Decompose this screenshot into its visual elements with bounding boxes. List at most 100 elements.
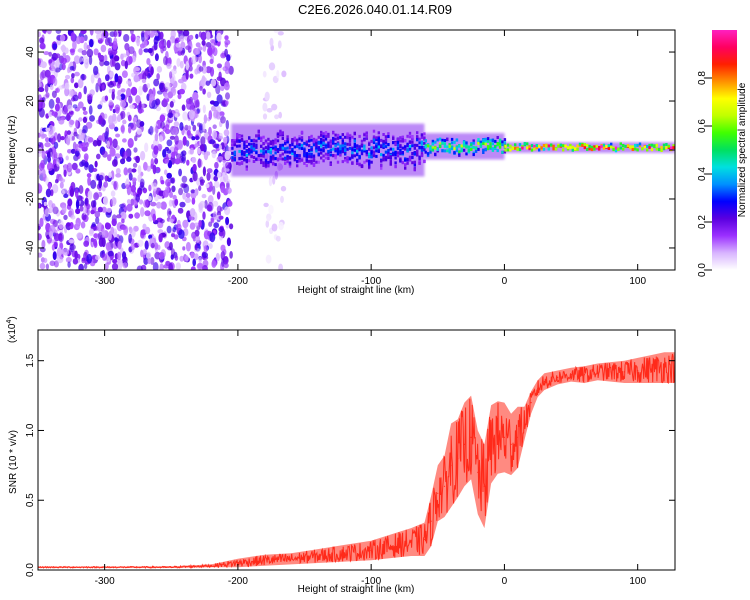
heatmap-cell <box>44 142 51 148</box>
snr-scale-prefix: (x10 <box>7 323 18 343</box>
heatmap-cell <box>185 60 190 71</box>
heatmap-cell <box>348 139 352 143</box>
heatmap-cell <box>107 65 111 74</box>
heatmap-cell <box>152 262 159 270</box>
heatmap-cell <box>43 257 48 264</box>
heatmap-cell <box>365 153 368 157</box>
heatmap-cell <box>198 46 203 51</box>
heatmap-cell <box>102 196 109 206</box>
heatmap-cell <box>69 61 74 68</box>
heatmap-cell <box>40 101 46 109</box>
heatmap-cell <box>274 157 277 161</box>
heatmap-cell <box>262 151 265 155</box>
heatmap-cell <box>226 187 232 194</box>
heatmap-cell <box>293 156 296 160</box>
heatmap-cell <box>213 109 219 119</box>
heatmap-cell <box>79 205 84 212</box>
heatmap-cell <box>474 149 478 153</box>
heatmap-cell <box>52 43 58 50</box>
heatmap-cell <box>46 151 51 159</box>
heatmap-cell <box>257 154 260 157</box>
heatmap-cell <box>420 154 424 158</box>
heatmap-cell <box>102 150 108 158</box>
heatmap-cell <box>413 163 416 167</box>
heatmap-cell <box>484 142 487 146</box>
heatmap-cell <box>126 203 133 212</box>
heatmap-cell <box>174 113 179 118</box>
heatmap-cell <box>356 144 359 148</box>
heatmap-cell <box>484 137 487 141</box>
heatmap-cell <box>504 148 507 152</box>
heatmap-cell <box>344 145 347 149</box>
heatmap-cell <box>240 150 244 154</box>
heatmap-cell <box>220 250 225 261</box>
heatmap-cell <box>327 132 330 136</box>
snr-data-point <box>663 367 665 369</box>
heatmap-cell <box>255 157 258 161</box>
heatmap-cell <box>171 151 176 158</box>
heatmap-cell <box>458 150 461 154</box>
heatmap-cell <box>298 154 301 158</box>
heatmap-cell <box>646 148 649 152</box>
heatmap-cell <box>482 151 485 154</box>
heatmap-cell <box>356 153 359 157</box>
heatmap-cell <box>610 142 613 146</box>
heatmap-cell <box>453 151 456 155</box>
heatmap-cell <box>334 149 337 153</box>
heatmap-cell <box>150 158 154 168</box>
heatmap-cell <box>152 182 158 192</box>
heatmap-cell <box>384 158 388 162</box>
heatmap-cell <box>93 48 99 56</box>
heatmap-cell <box>310 146 313 149</box>
heatmap-cell <box>61 204 67 214</box>
heatmap-cell <box>112 138 118 149</box>
heatmap-cell <box>384 141 388 145</box>
heatmap-cell <box>184 124 189 131</box>
heatmap-cell <box>189 208 196 217</box>
heatmap-cell <box>95 255 100 261</box>
snr-data-point <box>497 436 499 438</box>
heatmap-cell <box>106 207 112 213</box>
heatmap-cell <box>598 146 601 149</box>
heatmap-cell <box>69 65 75 71</box>
heatmap-cell <box>423 148 426 151</box>
heatmap-cell <box>514 146 517 150</box>
heatmap-cell <box>206 172 211 181</box>
heatmap-cell <box>438 142 442 146</box>
heatmap-cell <box>128 46 135 55</box>
heatmap-cell <box>288 143 292 147</box>
heatmap-cell <box>185 241 191 252</box>
heatmap-cell <box>224 48 229 58</box>
heatmap-cell <box>450 137 454 141</box>
heatmap-cell <box>92 140 98 147</box>
heatmap-cell <box>192 258 196 267</box>
heatmap-cell <box>159 31 164 40</box>
snr-y-label: SNR (10 * v/v) <box>8 430 19 494</box>
heatmap-cell <box>363 144 366 148</box>
heatmap-cell <box>334 144 337 148</box>
heatmap-cell <box>260 139 263 142</box>
heatmap-cell <box>348 134 352 138</box>
heatmap-cell <box>101 84 105 90</box>
heatmap-cell <box>159 114 166 122</box>
heatmap-cell <box>368 164 371 168</box>
heatmap-cell <box>300 130 304 134</box>
heatmap-cell <box>315 140 318 144</box>
snr-data-point <box>317 555 319 557</box>
heatmap-cell <box>45 127 51 132</box>
heatmap-cell <box>277 31 284 36</box>
heatmap-cell <box>416 131 419 135</box>
heatmap-cell <box>286 160 289 164</box>
heatmap-cell <box>123 167 128 176</box>
heatmap-cell <box>278 111 283 119</box>
heatmap-cell <box>58 176 64 182</box>
heatmap-cell <box>413 160 416 164</box>
heatmap-cell <box>108 230 112 241</box>
heatmap-cell <box>280 195 284 203</box>
heatmap-cell <box>190 189 196 194</box>
spectrogram-y-label: Frequency (Hz) <box>7 116 18 185</box>
heatmap-cell <box>248 159 251 163</box>
heatmap-cell <box>197 158 202 169</box>
heatmap-cell <box>399 145 402 149</box>
heatmap-cell <box>382 133 385 136</box>
